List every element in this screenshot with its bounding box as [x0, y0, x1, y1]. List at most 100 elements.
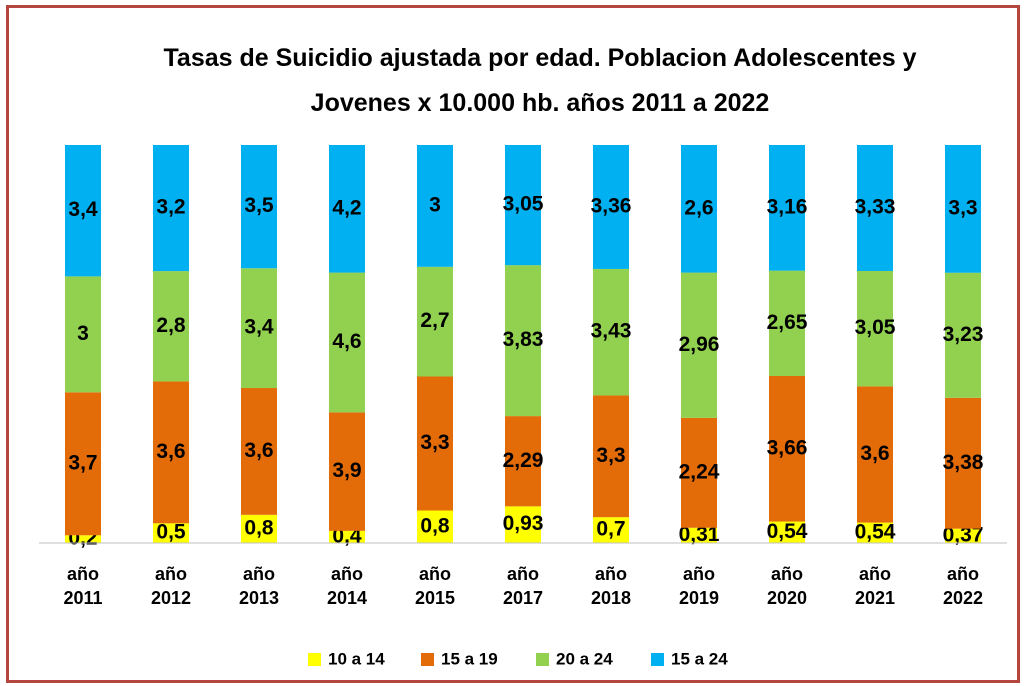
bar-segment	[769, 145, 805, 271]
data-label: 0,37	[943, 523, 984, 546]
data-label: 0,8	[420, 514, 450, 537]
bar-segment	[329, 272, 365, 413]
legend-swatch	[308, 653, 321, 666]
x-tick-label: año 2011	[63, 564, 103, 608]
x-tick-label: año 2012	[150, 564, 192, 608]
chart-title: Tasas de Suicidio ajustada por edad. Pob…	[163, 44, 917, 117]
legend-label: 15 a 24	[671, 649, 728, 668]
bar-segment	[65, 392, 101, 536]
bar-segment	[153, 381, 189, 524]
x-tick-label: año 2020	[766, 564, 808, 608]
bar-segment	[153, 145, 189, 272]
bar-segment	[593, 395, 629, 518]
bar-segment	[241, 388, 277, 515]
bar-segment	[857, 270, 893, 387]
x-tick-label: año 2019	[678, 564, 720, 608]
bar-segment	[65, 535, 101, 543]
data-label: 3,6	[860, 442, 889, 465]
data-label: 3,83	[503, 328, 544, 351]
bar-segment	[241, 268, 277, 389]
data-label: 3,4	[244, 316, 274, 339]
data-label: 0,5	[156, 521, 186, 544]
bar-segment	[241, 514, 277, 543]
data-label: 3,6	[156, 440, 185, 463]
data-label: 4,2	[332, 196, 361, 219]
bar-segment	[593, 268, 629, 396]
data-label: 3,05	[503, 193, 544, 216]
bar-segment	[681, 272, 717, 418]
data-label: 0,7	[596, 518, 625, 541]
data-label: 0,54	[855, 520, 896, 543]
bar-segment	[417, 376, 453, 511]
legend-label: 10 a 14	[328, 649, 385, 668]
x-tick-label: año 2022	[942, 564, 984, 608]
bar-segment	[945, 272, 981, 398]
data-label: 0,93	[503, 512, 544, 535]
bar-segment	[857, 386, 893, 523]
bar-segment	[769, 270, 805, 377]
data-label: 2,65	[767, 311, 808, 334]
data-label: 3,4	[68, 198, 98, 221]
legend-swatch	[421, 653, 434, 666]
bar-segment	[857, 145, 893, 271]
x-tick-label: año 2015	[414, 564, 456, 608]
bar-segment	[945, 145, 981, 273]
data-label: 3,2	[156, 196, 185, 219]
data-label: 3,33	[855, 196, 896, 219]
data-label: 0,31	[679, 523, 720, 546]
x-tick-label: año 2017	[502, 564, 544, 608]
data-label: 3,38	[943, 451, 984, 474]
bar-segment	[505, 265, 541, 417]
legend-label: 20 a 24	[556, 649, 613, 668]
bar-segment	[681, 527, 717, 543]
chart-frame	[6, 5, 1020, 683]
data-label: 4,6	[332, 330, 361, 353]
data-label: 2,96	[679, 333, 720, 356]
data-label: 3,3	[420, 431, 449, 454]
bar-segment	[593, 145, 629, 269]
legend-swatch	[651, 653, 664, 666]
x-tick-label: año 2014	[326, 564, 368, 608]
bar-segment	[593, 517, 629, 543]
data-label: 3,43	[591, 320, 632, 343]
bar-segment	[241, 145, 277, 269]
bar-segment	[681, 417, 717, 528]
data-label: 3	[77, 322, 89, 345]
x-tick-label: año 2018	[590, 564, 632, 608]
data-label: 2,8	[156, 314, 186, 337]
data-label: 3,7	[68, 451, 97, 474]
bar-segment	[505, 416, 541, 507]
bar-segment	[329, 412, 365, 531]
bar-segment	[681, 145, 717, 273]
data-label: 3,23	[943, 323, 984, 346]
data-label: 3,3	[596, 444, 625, 467]
data-label: 2,29	[503, 449, 544, 472]
bar-segment	[505, 145, 541, 266]
bar-segment	[417, 510, 453, 543]
bar-segment	[65, 276, 101, 393]
x-tick-label: año 2021	[854, 564, 896, 608]
data-label: 2,6	[684, 196, 713, 219]
bar-segment	[153, 523, 189, 543]
x-tick-label: año 2013	[238, 564, 280, 608]
data-label: 3	[429, 193, 441, 216]
bar-segment	[65, 145, 101, 277]
bar-segment	[417, 145, 453, 267]
data-label: 3,6	[244, 439, 273, 462]
data-label: 2,7	[420, 309, 449, 332]
data-label: 0,54	[767, 520, 808, 543]
data-label: 3,16	[767, 195, 808, 218]
data-label: 0,8	[244, 516, 274, 539]
bar-segment	[505, 506, 541, 543]
bar-segment	[153, 271, 189, 382]
bar-segment	[945, 397, 981, 529]
legend-label: 15 a 19	[441, 649, 498, 668]
bar-segment	[329, 145, 365, 273]
data-label: 3,05	[855, 316, 896, 339]
bar-segment	[945, 528, 981, 543]
bar-segment	[769, 521, 805, 543]
bar-segment	[769, 376, 805, 522]
bar-segment	[857, 522, 893, 543]
data-label: 3,66	[767, 436, 808, 459]
